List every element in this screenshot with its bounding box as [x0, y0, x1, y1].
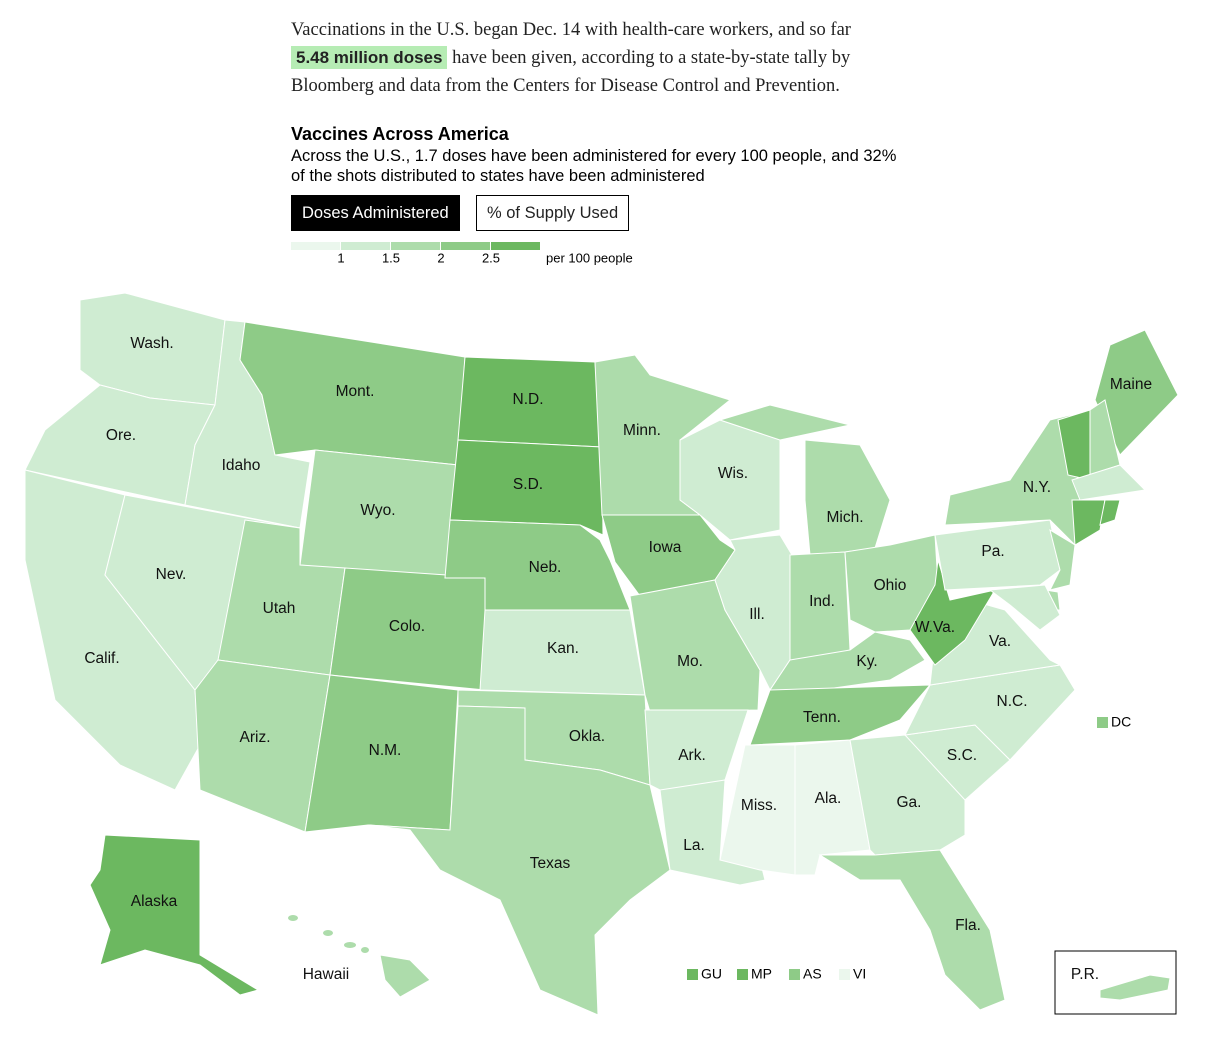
state-label: Pa.: [981, 543, 1004, 560]
state-shape: [749, 684, 932, 746]
pr-label: P.R.: [1071, 966, 1099, 983]
state-shape: [89, 834, 260, 996]
state-label: N.M.: [369, 742, 402, 759]
territory-label: MP: [751, 966, 772, 982]
territory-label: DC: [1111, 714, 1131, 730]
pr-shape: [1099, 974, 1171, 1001]
state-shape: [818, 849, 1006, 1011]
state-shape: [988, 584, 1061, 631]
legend-tick: 1.5: [382, 250, 400, 265]
state-shape: [449, 439, 604, 536]
state-shape: [719, 744, 796, 876]
tab-button[interactable]: % of Supply Used: [476, 195, 630, 231]
state-shape: [934, 519, 1061, 591]
territory-label: GU: [701, 966, 722, 982]
state-label: Calif.: [84, 650, 119, 667]
state-label: Idaho: [222, 457, 261, 474]
legend-swatch: [491, 242, 540, 250]
legend-swatch: [391, 242, 440, 250]
state-label: Ind.: [809, 593, 835, 610]
state-shape: [194, 659, 331, 833]
state-label: Ore.: [106, 427, 136, 444]
legend-swatch: [441, 242, 490, 250]
territory-swatch: [839, 969, 850, 980]
intro-text: Vaccinations in the U.S. began Dec. 14 w…: [291, 20, 851, 40]
territory-label: VI: [853, 966, 866, 982]
state-label: Nev.: [156, 566, 187, 583]
subtitle: Across the U.S., 1.7 doses have been adm…: [291, 147, 897, 185]
state-shape: [804, 439, 891, 556]
state-label: Wyo.: [360, 502, 395, 519]
territory-label: AS: [803, 966, 822, 982]
state-label: Ohio: [874, 577, 907, 594]
legend-tick: 1: [337, 250, 344, 265]
state-label: Maine: [1110, 376, 1152, 393]
legend-swatch: [291, 242, 340, 250]
state-label: Colo.: [389, 618, 425, 635]
state-shape: [718, 404, 851, 441]
legend-swatch: [341, 242, 390, 250]
state-label: Texas: [530, 855, 571, 872]
state-label: Va.: [989, 633, 1011, 650]
state-label: N.Y.: [1023, 479, 1051, 496]
territory-swatch: [789, 969, 800, 980]
state-label: Ga.: [897, 794, 922, 811]
state-label: Okla.: [569, 728, 605, 745]
state-label: S.C.: [947, 747, 977, 764]
state-label: Ark.: [678, 747, 706, 764]
state-label: Alaska: [131, 893, 178, 910]
state-label: Tenn.: [803, 709, 841, 726]
state-label: Neb.: [529, 559, 562, 576]
state-label: Hawaii: [303, 966, 350, 983]
state-label: Miss.: [741, 797, 777, 814]
state-label: Kan.: [547, 640, 579, 657]
highlight: 5.48 million doses: [291, 46, 448, 69]
state-shape: [344, 942, 356, 948]
territory-swatch: [737, 969, 748, 980]
legend-tick: 2: [437, 250, 444, 265]
tab-button[interactable]: Doses Administered: [291, 195, 460, 231]
state-label: Iowa: [649, 539, 682, 556]
state-label: Mo.: [677, 653, 703, 670]
state-label: N.D.: [513, 391, 544, 408]
state-label: Utah: [263, 600, 296, 617]
state-label: La.: [683, 837, 705, 854]
state-shape: [1071, 464, 1147, 501]
state-shape: [288, 915, 298, 921]
state-label: Minn.: [623, 422, 661, 439]
state-shape: [1049, 528, 1076, 591]
title: Vaccines Across America: [291, 124, 509, 144]
state-shape: [1071, 499, 1106, 546]
state-label: S.D.: [513, 476, 543, 493]
state-label: Ala.: [815, 790, 842, 807]
state-label: Fla.: [955, 917, 981, 934]
territory-swatch: [687, 969, 698, 980]
intro: Vaccinations in the U.S. began Dec. 14 w…: [291, 16, 911, 100]
legend-tick: 2.5: [482, 250, 500, 265]
state-label: Wash.: [130, 335, 173, 352]
state-shape: [323, 930, 333, 936]
state-label: Ill.: [749, 606, 765, 623]
state-shape: [714, 534, 796, 691]
state-shape: [367, 705, 671, 1016]
state-label: Ky.: [856, 653, 877, 670]
state-shape: [361, 947, 369, 953]
states: [24, 292, 1179, 1016]
state-label: Mich.: [826, 509, 863, 526]
state-label: Ariz.: [240, 729, 271, 746]
state-label: N.C.: [997, 693, 1028, 710]
state-shape: [1094, 329, 1179, 456]
legend-unit: per 100 people: [546, 250, 633, 265]
state-label: Wis.: [718, 465, 748, 482]
intro-text: have been given, according to a state-by…: [291, 48, 851, 96]
state-label: W.Va.: [915, 619, 955, 636]
state-labels: Wash. Ore. Calif. Idaho Nev. Mont. Wyo. Utah Col…: [84, 335, 1152, 983]
state-shape: [1099, 499, 1121, 526]
state-shape: [379, 954, 431, 998]
territory-swatch: [1097, 717, 1108, 728]
state-shape: [909, 559, 997, 666]
state-label: Mont.: [336, 383, 375, 400]
